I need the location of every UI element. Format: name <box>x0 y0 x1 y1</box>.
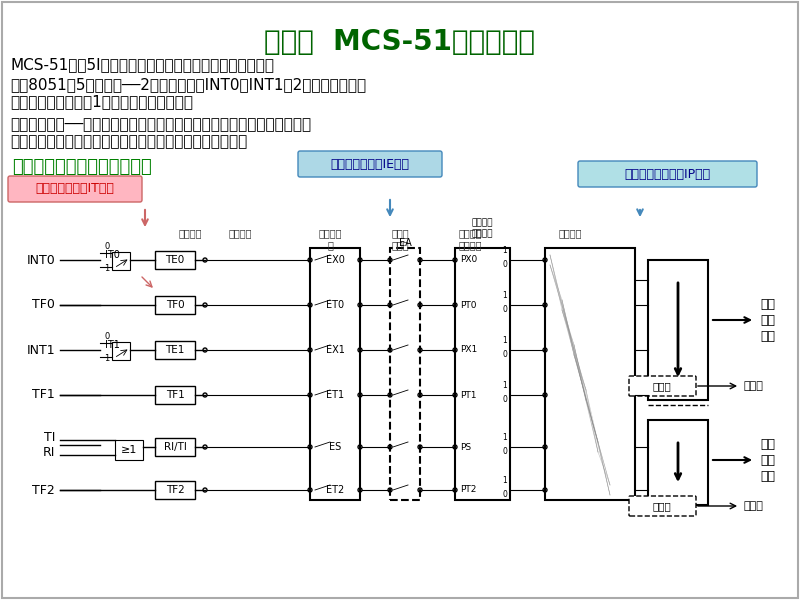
Bar <box>390 248 420 500</box>
Bar <box>155 481 195 499</box>
Text: 高级
中断
请求: 高级 中断 请求 <box>760 298 775 343</box>
Text: 中断优先
级寄存器: 中断优先 级寄存器 <box>472 218 494 238</box>
Text: 1: 1 <box>104 264 110 273</box>
FancyBboxPatch shape <box>298 151 442 177</box>
Text: 0: 0 <box>502 305 507 314</box>
Bar <box>155 438 195 456</box>
Text: 1: 1 <box>502 433 507 442</box>
Text: 中断允许寄存器IE控制: 中断允许寄存器IE控制 <box>330 157 410 170</box>
Text: 0: 0 <box>104 242 110 251</box>
Text: ≥1: ≥1 <box>121 445 137 455</box>
Bar <box>112 252 130 270</box>
Text: 1: 1 <box>502 336 507 345</box>
Text: 1: 1 <box>502 291 507 300</box>
Text: 8051有5个中断源──2个外部中断源INT0和INT1，2个片内定时器／: 8051有5个中断源──2个外部中断源INT0和INT1，2个片内定时器／ <box>10 77 366 92</box>
Text: TF2: TF2 <box>32 484 55 497</box>
Text: TF2: TF2 <box>166 485 184 495</box>
Text: 1: 1 <box>104 354 110 363</box>
Bar <box>455 248 510 500</box>
Bar <box>648 420 708 505</box>
Bar <box>155 341 195 359</box>
Text: 低级
中断
请求: 低级 中断 请求 <box>760 437 775 482</box>
Bar <box>310 248 360 500</box>
Text: TF0: TF0 <box>32 298 55 311</box>
Text: 0: 0 <box>502 350 507 359</box>
Text: MCS-51及其5I子系列的其它成员都具有相同的中断结构。: MCS-51及其5I子系列的其它成员都具有相同的中断结构。 <box>10 58 274 73</box>
Text: TI
RI: TI RI <box>42 431 55 459</box>
Text: PX0: PX0 <box>460 256 478 265</box>
Text: 由软件设定为高级或低级，能实现两级中断服务程序嵌套。: 由软件设定为高级或低级，能实现两级中断服务程序嵌套。 <box>10 134 247 149</box>
Text: 1: 1 <box>502 476 507 485</box>
Text: PT0: PT0 <box>460 301 477 310</box>
Text: 0: 0 <box>502 447 507 456</box>
Text: INT1: INT1 <box>26 343 55 356</box>
Text: IT1: IT1 <box>105 340 120 350</box>
Text: 分为两级──高级中断和低级中断。其中任何一个中断源的优先级均可: 分为两级──高级中断和低级中断。其中任何一个中断源的优先级均可 <box>10 118 311 133</box>
Bar <box>648 260 708 400</box>
Text: IT0: IT0 <box>105 250 120 260</box>
Text: 第五章  MCS-51的中断系统: 第五章 MCS-51的中断系统 <box>265 28 535 56</box>
Text: EA: EA <box>398 238 411 248</box>
Text: TF0: TF0 <box>166 300 184 310</box>
Bar <box>155 251 195 269</box>
Text: ET2: ET2 <box>326 485 344 495</box>
Text: 中断优先
级寄存器: 中断优先 级寄存器 <box>458 228 482 250</box>
Text: 中断源允
许: 中断源允 许 <box>318 228 342 250</box>
Text: 1: 1 <box>502 246 507 255</box>
Text: PT2: PT2 <box>460 485 476 494</box>
Text: 0: 0 <box>104 332 110 341</box>
Text: TF1: TF1 <box>32 389 55 401</box>
Text: 都是可屏蔽的，由软件设定。: 都是可屏蔽的，由软件设定。 <box>12 158 152 176</box>
Text: 中断源: 中断源 <box>653 381 671 391</box>
Text: EX0: EX0 <box>326 255 345 265</box>
Text: 中断优先级寄存器IP控制: 中断优先级寄存器IP控制 <box>624 167 710 181</box>
Text: PS: PS <box>460 443 471 451</box>
Bar <box>155 386 195 404</box>
Text: 中断选择: 中断选择 <box>178 228 202 238</box>
FancyBboxPatch shape <box>629 376 696 396</box>
Text: EX1: EX1 <box>326 345 345 355</box>
Text: 0: 0 <box>502 490 507 499</box>
Text: ET0: ET0 <box>326 300 344 310</box>
Text: 全局中
断允许: 全局中 断允许 <box>391 228 409 250</box>
Text: ET1: ET1 <box>326 390 344 400</box>
Text: 中断入: 中断入 <box>743 381 763 391</box>
FancyBboxPatch shape <box>578 161 757 187</box>
Bar <box>155 296 195 314</box>
Text: 中断触发方式位IT控制: 中断触发方式位IT控制 <box>35 182 114 196</box>
Text: RI/TI: RI/TI <box>163 442 186 452</box>
Text: 0: 0 <box>502 395 507 404</box>
Bar <box>115 440 143 460</box>
Text: TE0: TE0 <box>166 255 185 265</box>
Bar <box>112 342 130 360</box>
Bar <box>545 248 635 500</box>
FancyBboxPatch shape <box>8 176 142 202</box>
Text: 查询电路: 查询电路 <box>558 228 582 238</box>
Text: 计数器溢出中断源，1个片内串行口中断源。: 计数器溢出中断源，1个片内串行口中断源。 <box>10 94 193 109</box>
Text: ES: ES <box>329 442 341 452</box>
Text: PX1: PX1 <box>460 346 478 355</box>
Text: PT1: PT1 <box>460 391 477 400</box>
Text: 中断标志: 中断标志 <box>228 228 252 238</box>
Text: TF1: TF1 <box>166 390 184 400</box>
Text: TE1: TE1 <box>166 345 185 355</box>
Text: INT0: INT0 <box>26 253 55 266</box>
Text: 1: 1 <box>502 381 507 390</box>
Text: 中断入: 中断入 <box>743 501 763 511</box>
Text: 中断源: 中断源 <box>653 501 671 511</box>
Text: 0: 0 <box>502 260 507 269</box>
FancyBboxPatch shape <box>629 496 696 516</box>
